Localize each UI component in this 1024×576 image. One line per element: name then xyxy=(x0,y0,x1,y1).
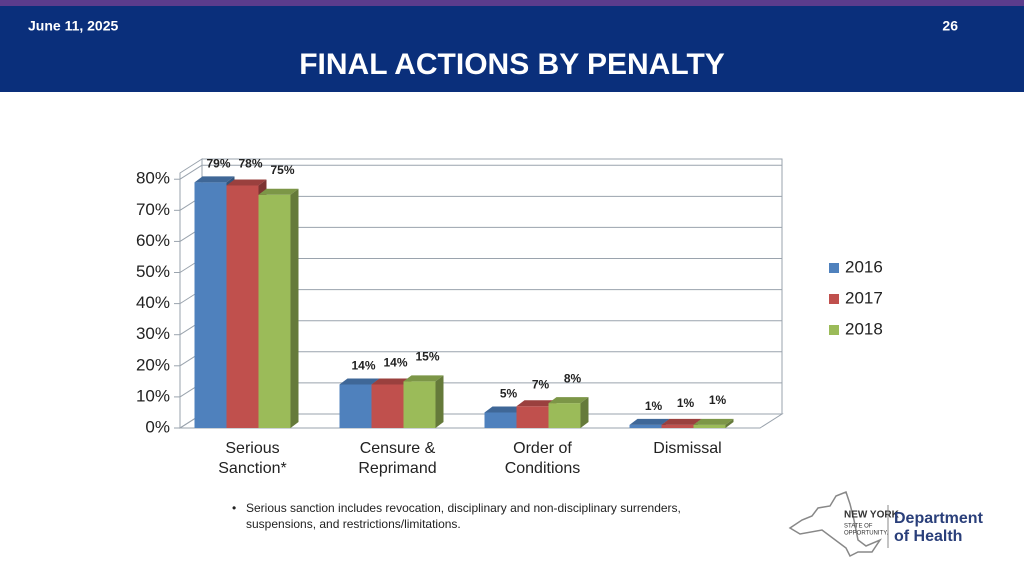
y-tick-label: 80% xyxy=(136,169,170,188)
bar-front xyxy=(516,406,549,428)
bar-top xyxy=(226,179,267,186)
legend-label: 2016 xyxy=(845,257,883,276)
x-tick-label: Serious Sanction* xyxy=(218,440,287,477)
bar-front xyxy=(371,384,404,428)
footnote: Serious sanction includes revocation, di… xyxy=(232,500,736,532)
bar-side xyxy=(435,375,444,428)
data-label: 14% xyxy=(351,359,375,373)
state-outline xyxy=(788,491,883,558)
page-number: 26 xyxy=(942,18,958,34)
bar-front xyxy=(484,412,517,428)
y-tick-label: 20% xyxy=(136,355,170,374)
bar-top xyxy=(629,418,670,425)
x-tick-label: Order of Conditions xyxy=(504,440,581,477)
bar-top xyxy=(484,406,525,413)
data-label: 15% xyxy=(415,350,439,364)
bar-front xyxy=(661,424,694,428)
x-tick-label: Censure & Reprimand xyxy=(358,440,437,477)
bar-front xyxy=(339,384,372,428)
logo: NEW YORK STATE OF OPPORTUNITY. Departmen… xyxy=(788,491,984,558)
bar-top xyxy=(371,378,412,385)
data-label: 79% xyxy=(206,157,230,171)
legend-label: 2018 xyxy=(845,319,883,338)
data-label: 75% xyxy=(270,163,294,177)
y-tick-label: 60% xyxy=(136,231,170,250)
x-tick-label: Dismissal xyxy=(653,440,722,457)
data-label: 78% xyxy=(238,157,262,171)
bar-top xyxy=(403,375,444,382)
bar-front xyxy=(403,381,436,428)
data-label: 14% xyxy=(383,356,407,370)
bar-front xyxy=(693,424,726,428)
legend-label: 2017 xyxy=(845,288,883,307)
data-label: 1% xyxy=(677,396,695,410)
logo-tag: STATE OF xyxy=(844,524,873,530)
logo-tag: OPPORTUNITY. xyxy=(844,531,888,537)
bar-top xyxy=(339,378,380,385)
legend-swatch xyxy=(829,263,839,273)
y-tick-label: 10% xyxy=(136,386,170,405)
bar-side xyxy=(290,188,299,428)
grid-line xyxy=(179,164,203,180)
bar-side xyxy=(725,418,734,428)
bar-top xyxy=(258,188,299,195)
legend-swatch xyxy=(829,294,839,304)
logo-dept: of Health xyxy=(894,528,962,545)
date: June 11, 2025 xyxy=(28,18,119,34)
bar-top xyxy=(194,176,235,183)
header-stripe xyxy=(0,0,1024,6)
bar-front xyxy=(226,185,259,428)
y-tick-label: 70% xyxy=(136,200,170,219)
data-label: 1% xyxy=(645,399,663,413)
y-tick-label: 50% xyxy=(136,262,170,281)
y-tick-label: 40% xyxy=(136,293,170,312)
data-label: 1% xyxy=(709,393,727,407)
bar-top xyxy=(548,397,589,404)
bar-front xyxy=(629,424,662,428)
bar-front xyxy=(548,403,581,428)
logo-dept: Department xyxy=(894,510,984,527)
data-label: 7% xyxy=(532,377,550,391)
bar-top xyxy=(661,418,702,425)
data-label: 5% xyxy=(500,387,518,401)
bar-front xyxy=(194,182,227,428)
bar-side xyxy=(580,397,589,428)
legend-swatch xyxy=(829,325,839,335)
bar-top xyxy=(693,418,734,425)
logo-state: NEW YORK xyxy=(844,510,900,521)
data-label: 8% xyxy=(564,371,582,385)
y-tick-label: 30% xyxy=(136,324,170,343)
header-bar xyxy=(0,0,1024,92)
bar-front xyxy=(258,194,291,428)
slide-title: FINAL ACTIONS BY PENALTY xyxy=(299,48,725,81)
y-tick-label: 0% xyxy=(145,417,170,436)
bar-top xyxy=(516,400,557,407)
